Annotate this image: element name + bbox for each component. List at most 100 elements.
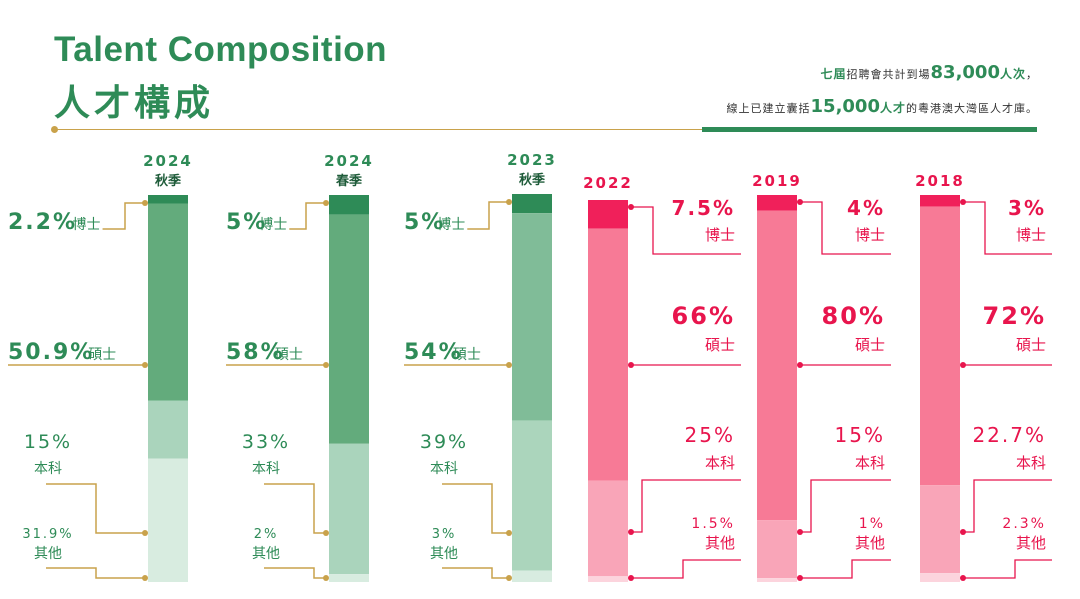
leader-line [46,483,145,534]
category-label: 本科 [430,461,458,477]
leader-dot [506,530,512,536]
value-label: 7.5% [672,196,735,220]
leader-dot [142,200,148,206]
leader-dot [323,362,329,368]
category-label: 其他 [855,534,885,552]
category-label: 博士 [1016,226,1046,244]
leader-line [631,559,741,579]
stat-talent-pool: 線上已建立囊括15,000人才的粵港澳大灣區人才庫。 [727,96,1038,117]
bar-segment-2022-0 [588,200,628,229]
leader-dot [797,529,803,535]
leader-line [631,479,741,533]
divider-line [54,129,704,130]
bar-season-label: 秋季 [519,172,545,188]
category-label: 其他 [252,546,280,562]
divider-accent-bar [702,127,1037,132]
value-label: 1.5% [691,516,735,532]
value-label: 80% [822,302,885,330]
leader-dot [797,199,803,205]
category-label: 其他 [430,546,458,562]
category-label: 其他 [705,534,735,552]
category-label: 本科 [1016,454,1046,472]
bar-segment-2018-3 [920,573,960,582]
leader-dot [960,529,966,535]
value-label: 39% [420,431,468,453]
stat-attendance-text: 招聘會共計到場 [846,68,931,81]
category-label: 本科 [34,461,62,477]
stat-talent-pool-value: 15,000 [810,96,880,117]
leader-dot [142,575,148,581]
leader-dot [628,575,634,581]
value-label: 58% [226,340,285,365]
value-label: 50.9% [8,340,94,365]
category-label: 碩士 [855,336,885,354]
category-label: 本科 [252,461,280,477]
bar-season-label: 春季 [335,173,362,189]
bar-year-label: 2018 [915,172,965,190]
bar-segment-2023-1 [512,213,552,421]
leader-line [264,483,326,534]
value-label: 4% [847,196,885,220]
bar-segment-2024-0 [148,195,188,204]
stat-talent-pool-end: 的粵港澳大灣區人才庫。 [906,102,1038,115]
bar-segment-2019-0 [757,195,797,211]
stat-attendance-end: ， [1026,68,1038,81]
leader-line [442,483,509,534]
bar-segment-2019-2 [757,520,797,579]
value-label: 66% [672,302,735,330]
bar-segment-2024-2 [329,443,369,575]
stat-talent-pool-unit: 人才 [879,101,906,115]
category-label: 碩士 [705,336,735,354]
value-label: 33% [242,431,290,453]
bar-segment-2022-1 [588,228,628,481]
leader-dot [628,529,634,535]
leader-dot [960,575,966,581]
bar-segment-2023-2 [512,420,552,571]
value-label: 25% [685,423,735,447]
bar-year-label: 2023 [507,151,557,169]
value-label: 15% [835,423,885,447]
category-label: 碩士 [1016,336,1046,354]
category-label: 其他 [1016,534,1046,552]
leader-line [102,202,145,230]
value-label: 31.9% [22,527,73,542]
value-label: 2.2% [8,210,77,235]
leader-dot [960,362,966,368]
leader-dot [506,362,512,368]
bar-segment-2024-1 [148,203,188,401]
divider-dot [51,126,58,133]
stat-attendance: 七屆招聘會共計到場83,000人次， [821,62,1039,83]
stat-attendance-unit: 人次 [999,67,1026,81]
bar-segment-2022-3 [588,576,628,582]
leader-line [963,479,1052,533]
bar-segment-2019-3 [757,578,797,582]
category-label: 碩士 [275,347,303,363]
value-label: 3% [432,527,457,542]
leader-line [46,567,145,579]
bar-segment-2018-1 [920,206,960,486]
leader-dot [323,575,329,581]
leader-line [800,479,891,533]
leader-line [442,567,509,579]
stat-attendance-value: 83,000 [930,62,1000,83]
category-label: 其他 [34,546,62,562]
bar-segment-2019-1 [757,210,797,521]
category-label: 碩士 [88,347,116,363]
value-label: 54% [404,340,463,365]
bar-year-label: 2019 [752,172,802,190]
category-label: 博士 [259,216,287,233]
category-label: 本科 [705,454,735,472]
value-label: 1% [859,516,885,532]
bar-segment-2018-0 [920,195,960,207]
leader-dot [142,362,148,368]
value-label: 3% [1008,196,1046,220]
bar-season-label: 秋季 [155,173,181,189]
leader-dot [628,362,634,368]
bar-year-label: 2024 [324,152,374,170]
value-label: 72% [983,302,1046,330]
leader-line [467,201,509,230]
value-label: 5% [404,210,445,235]
value-label: 5% [226,210,267,235]
leader-line [631,206,741,255]
bar-segment-2024-0 [329,195,369,215]
